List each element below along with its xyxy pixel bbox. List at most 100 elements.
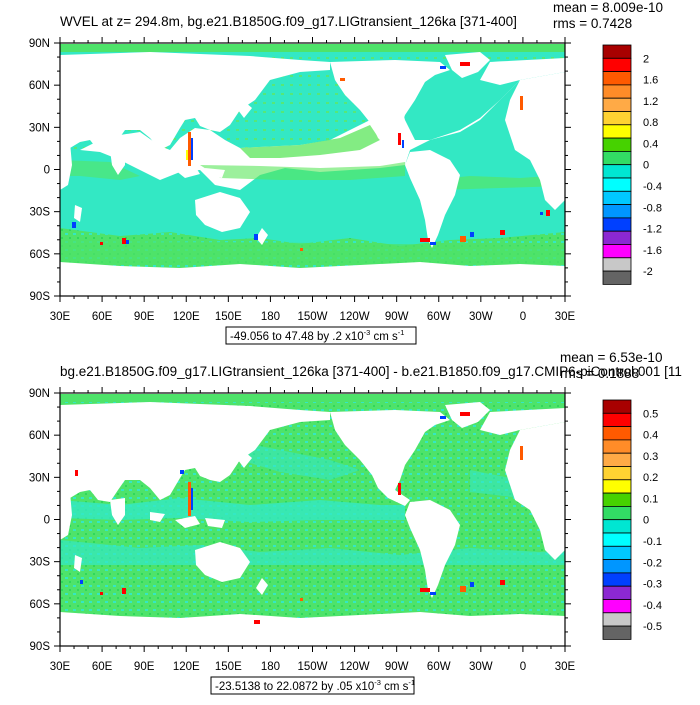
lat-tick-label: 0 [44, 165, 50, 177]
colorbar-label: -0.4 [643, 181, 662, 193]
panel-2-lon-labels: 30E 60E 90E 120E 150E 180 150W 120W 90W 60W 30W 0 30… [50, 661, 576, 673]
panel-2-range-text: -23.5138 to 22.0872 by .05 x10 [215, 681, 374, 693]
colorbar-label: 0.2 [643, 472, 658, 484]
panel-2-range-box: -23.5138 to 22.0872 by .05 x10-3 cm s-1 [210, 676, 415, 695]
colorbar-box [602, 164, 632, 179]
extremes-panel-2 [75, 412, 523, 624]
lat-tick-label: 90S [30, 291, 51, 303]
panel-2-map [60, 393, 565, 646]
lon-tick-label: 60E [92, 661, 113, 673]
colorbar-label: 0 [643, 515, 649, 527]
lat-tick-label: 60N [29, 430, 50, 442]
colorbar-box [602, 572, 632, 587]
lon-tick-label: 180 [261, 661, 280, 673]
colorbar-label: 0 [643, 160, 649, 172]
colorbar-box [602, 399, 632, 414]
lon-tick-label: 150E [215, 661, 242, 673]
panel-2-rms: rms = 0.1888 [560, 366, 639, 381]
lat-tick-label: 60N [29, 80, 50, 92]
lon-tick-label: 30E [50, 311, 71, 323]
colorbar-label: -0.2 [643, 557, 662, 569]
lat-tick-label: 0 [44, 515, 50, 527]
lon-tick-label: 90E [134, 311, 155, 323]
colorbar-label: -1.6 [643, 245, 662, 257]
lat-tick-label: 30S [30, 557, 51, 569]
lon-tick-label: 150W [297, 311, 327, 323]
panel-2: bg.e21.B1850G.f09_g17.LIGtransient_126ka… [29, 350, 682, 695]
panel-1-rms: rms = 0.7428 [553, 16, 632, 31]
lon-tick-label: 30W [469, 661, 493, 673]
panel-1-lat-labels: 90N 60N 30N 0 30S 60S 90S [29, 38, 50, 303]
colorbar-box [602, 190, 632, 206]
colorbar-label: -2 [643, 266, 653, 278]
panel-1-map [60, 43, 565, 296]
lat-tick-label: 30N [29, 122, 50, 134]
lon-tick-label: 0 [520, 311, 526, 323]
colorbar-box [602, 111, 632, 126]
colorbar-box [602, 412, 632, 427]
lon-tick-label: 60E [92, 311, 113, 323]
lat-tick-label: 60S [30, 249, 51, 261]
colorbar-box [602, 439, 632, 454]
colorbar-box [602, 57, 632, 72]
colorbar-label: 0.4 [643, 430, 658, 442]
lon-tick-label: 30E [555, 311, 576, 323]
colorbar-box [602, 599, 632, 614]
colorbar-label: 0.4 [643, 138, 658, 150]
colorbar-label: 0.1 [643, 493, 658, 505]
colorbar-label: -1.2 [643, 224, 662, 236]
lon-tick-label: 120W [340, 311, 370, 323]
panel-1-lon-labels: 30E 60E 90E 120E 150E 180 150W 120W 90W 60W 30W 0 30… [50, 311, 576, 323]
panel-2-lat-labels: 90N 60N 30N 0 30S 60S 90S [29, 388, 50, 653]
colorbar-box [602, 124, 632, 139]
lon-tick-label: 150W [297, 661, 327, 673]
colorbar-box [602, 97, 632, 112]
colorbar-box [602, 204, 632, 219]
colorbar-label: 0.8 [643, 117, 658, 129]
colorbar-box [602, 585, 632, 600]
colorbar-label: 2 [643, 53, 649, 65]
lon-tick-label: 120E [173, 661, 200, 673]
colorbar-label: 0.3 [643, 451, 658, 463]
colorbar-box [602, 426, 632, 441]
lon-tick-label: 120W [340, 661, 370, 673]
colorbar-label: 1.6 [643, 75, 658, 87]
panel-2-range-exp: -3 [374, 678, 381, 687]
colorbar-box [602, 492, 632, 507]
colorbar-box [602, 71, 632, 86]
colorbar-label: -0.4 [643, 600, 662, 612]
extremes-panel-1 [72, 62, 550, 251]
lat-tick-label: 90N [29, 38, 50, 50]
colorbar-box [602, 519, 632, 534]
panel-2-range-unit-exp: -1 [408, 678, 415, 687]
svg-text:-49.056 to 47.48 by .2 x10-3 c: -49.056 to 47.48 by .2 x10-3 cm s-1 [230, 328, 404, 343]
lon-tick-label: 90W [385, 311, 409, 323]
colorbar-box [602, 230, 632, 245]
colorbar-label: 1.2 [643, 96, 658, 108]
colorbar-box [602, 270, 632, 285]
colorbar-box [602, 177, 632, 192]
panel-2-ticks [54, 387, 571, 652]
svg-text:-23.5138 to 22.0872 by .05 x10: -23.5138 to 22.0872 by .05 x10-3 cm s-1 [215, 678, 415, 693]
colorbar-box [602, 84, 632, 99]
lon-tick-label: 60W [427, 311, 451, 323]
lon-tick-label: 30E [50, 661, 71, 673]
colorbar-box [602, 466, 632, 481]
lat-tick-label: 30N [29, 472, 50, 484]
colorbar-box [602, 559, 632, 574]
panel-2-range-unit: cm s [381, 681, 409, 693]
lon-tick-label: 60W [427, 661, 451, 673]
colorbar-label: -0.8 [643, 202, 662, 214]
lat-tick-label: 90S [30, 641, 51, 653]
colorbar-label: -0.1 [643, 536, 662, 548]
lon-tick-label: 90E [134, 661, 155, 673]
lon-tick-label: 120E [173, 311, 200, 323]
lon-tick-label: 90W [385, 661, 409, 673]
colorbar-box [602, 532, 632, 547]
colorbar-box [602, 479, 632, 494]
panel-1: WVEL at z= 294.8m, bg.e21.B1850G.f09_g17… [29, 0, 663, 345]
colorbar-box [602, 44, 632, 59]
panel-1-range-unit-exp: -1 [398, 328, 405, 337]
lat-tick-label: 90N [29, 388, 50, 400]
